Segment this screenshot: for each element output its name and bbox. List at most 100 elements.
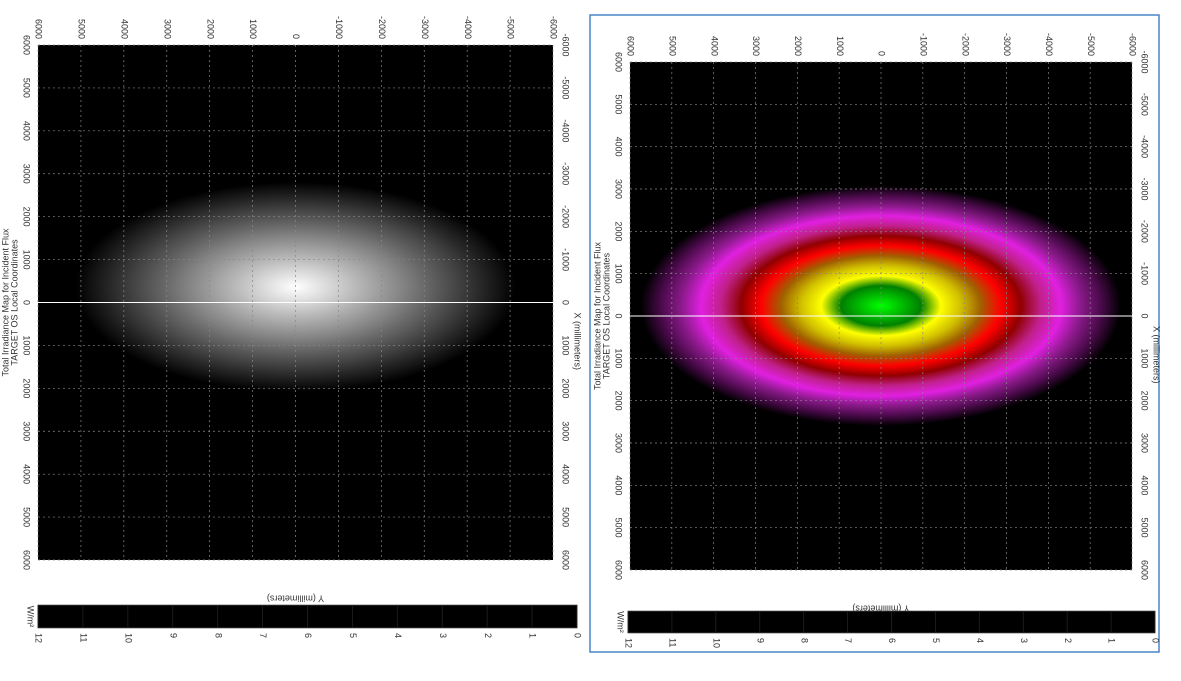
y-tick-label: 0 xyxy=(291,34,301,39)
x-tick-label-left: 0 xyxy=(22,300,32,305)
colorbar-tick-label: 10 xyxy=(123,633,133,643)
colorbar-tick-label: 3 xyxy=(438,633,448,638)
x-tick-label-left: 5000 xyxy=(22,78,32,98)
y-tick-label: -6000 xyxy=(549,16,559,39)
y-tick-label: 5000 xyxy=(667,36,677,56)
x-tick-label-left: 3000 xyxy=(614,179,624,199)
x-tick-label: 1000 xyxy=(561,335,571,355)
x-tick-label: 4000 xyxy=(561,464,571,484)
x-tick-label: 6000 xyxy=(1140,560,1150,580)
x-tick-label: 2000 xyxy=(1140,391,1150,411)
x-tick-label-left: 6000 xyxy=(614,52,624,72)
y-tick-label: -2000 xyxy=(960,33,970,56)
colorbar-label: W/m² xyxy=(26,606,36,628)
x-tick-label: -5000 xyxy=(561,76,571,99)
y-tick-label: -3000 xyxy=(420,16,430,39)
x-tick-label: 4000 xyxy=(1140,475,1150,495)
x-tick-label-left: 2000 xyxy=(22,378,32,398)
colorbar-tick-label: 12 xyxy=(34,633,44,643)
x-tick-label: 3000 xyxy=(1140,433,1150,453)
x-tick-label-left: 1000 xyxy=(614,348,624,368)
colorbar-tick-label: 7 xyxy=(843,638,853,643)
colorbar-tick-label: 10 xyxy=(711,638,721,648)
y-tick-label: 6000 xyxy=(626,36,636,56)
colorbar-tick-label: 9 xyxy=(755,638,765,643)
colorbar-tick-label: 8 xyxy=(799,638,809,643)
y-tick-label: 3000 xyxy=(162,19,172,39)
x-tick-label-left: 4000 xyxy=(22,464,32,484)
x-tick-label-left: 5000 xyxy=(22,507,32,527)
x-tick-label: -2000 xyxy=(1140,220,1150,243)
y-tick-label: 3000 xyxy=(751,36,761,56)
x-tick-label: 5000 xyxy=(561,507,571,527)
irradiance-spot xyxy=(641,185,1121,426)
colorbar-tick-label: 0 xyxy=(573,633,583,638)
x-tick-label: -3000 xyxy=(561,162,571,185)
x-tick-label-left: 2000 xyxy=(614,221,624,241)
panel-border xyxy=(589,14,1160,653)
colorbar-tick-label: 7 xyxy=(258,633,268,638)
x-axis-label: X (millimeters) xyxy=(1152,326,1162,384)
y-tick-label: 0 xyxy=(877,51,887,56)
y-tick-label: -4000 xyxy=(463,16,473,39)
colorbar-tick-label: 1 xyxy=(1107,638,1117,643)
x-tick-label-left: 5000 xyxy=(614,94,624,114)
colorbar-tick-label: 5 xyxy=(348,633,358,638)
x-tick-label: 1000 xyxy=(1140,348,1150,368)
y-tick-label: 1000 xyxy=(835,36,845,56)
x-tick-label-left: 2000 xyxy=(614,391,624,411)
x-tick-label: -1000 xyxy=(1140,262,1150,285)
colorbar-tick-label: 11 xyxy=(668,638,678,647)
x-tick-label: 5000 xyxy=(1140,518,1150,538)
x-tick-label-left: 6000 xyxy=(22,550,32,570)
y-tick-label: -2000 xyxy=(377,16,387,39)
x-tick-label: 0 xyxy=(561,300,571,305)
x-tick-label-left: 0 xyxy=(614,313,624,318)
chart-title: Total Irradiance Map for Incident Flux xyxy=(0,228,10,377)
colorbar-tick-label: 8 xyxy=(213,633,223,638)
y-tick-label: 2000 xyxy=(205,19,215,39)
x-tick-label-left: 3000 xyxy=(22,164,32,184)
x-tick-label: -5000 xyxy=(1140,93,1150,116)
y-tick-label: -5000 xyxy=(506,16,516,39)
colorbar-tick-label: 12 xyxy=(624,638,634,648)
y-tick-label: 2000 xyxy=(793,36,803,56)
x-tick-label-left: 3000 xyxy=(614,433,624,453)
x-tick-label: -6000 xyxy=(561,33,571,56)
y-axis-label: Y (millimeters) xyxy=(267,594,324,604)
colorbar-tick-label: 6 xyxy=(887,638,897,643)
y-tick-label: 5000 xyxy=(77,19,87,39)
x-tick-label-left: 1000 xyxy=(614,264,624,284)
x-tick-label-left: 4000 xyxy=(22,121,32,141)
colorbar-tick-label: 3 xyxy=(1019,638,1029,643)
y-tick-label: 6000 xyxy=(34,19,44,39)
x-tick-label-left: 6000 xyxy=(614,560,624,580)
chart-subtitle: TARGET OS Local Coordinates xyxy=(601,252,611,379)
y-tick-label: -4000 xyxy=(1044,33,1054,56)
x-tick-label: -1000 xyxy=(561,248,571,271)
x-tick-label-left: 6000 xyxy=(22,35,32,55)
x-tick-label: 3000 xyxy=(561,421,571,441)
y-axis-label: Y (millimeters) xyxy=(852,604,909,614)
x-tick-label-left: 2000 xyxy=(22,207,32,227)
colorbar-tick-label: 4 xyxy=(393,633,403,638)
irradiance-spot xyxy=(75,182,516,393)
y-tick-label: 4000 xyxy=(709,36,719,56)
colorbar-tick-label: 6 xyxy=(303,633,313,638)
x-tick-label: -4000 xyxy=(561,119,571,142)
chart-title: Total Irradiance Map for Incident Flux xyxy=(592,241,602,390)
y-tick-label: -3000 xyxy=(1002,33,1012,56)
y-tick-label: 4000 xyxy=(119,19,129,39)
colorbar-tick-label: 1 xyxy=(528,633,538,638)
x-tick-label-left: 4000 xyxy=(614,137,624,157)
colorbar-label: W/m² xyxy=(616,611,626,633)
x-tick-label: -3000 xyxy=(1140,177,1150,200)
x-tick-label-left: 5000 xyxy=(614,518,624,538)
chart-subtitle: TARGET OS Local Coordinates xyxy=(9,239,19,366)
x-tick-label: -4000 xyxy=(1140,135,1150,158)
x-tick-label-left: 3000 xyxy=(22,421,32,441)
x-tick-label: 0 xyxy=(1140,313,1150,318)
y-tick-label: -1000 xyxy=(334,16,344,39)
colorbar-tick-label: 0 xyxy=(1151,638,1161,643)
